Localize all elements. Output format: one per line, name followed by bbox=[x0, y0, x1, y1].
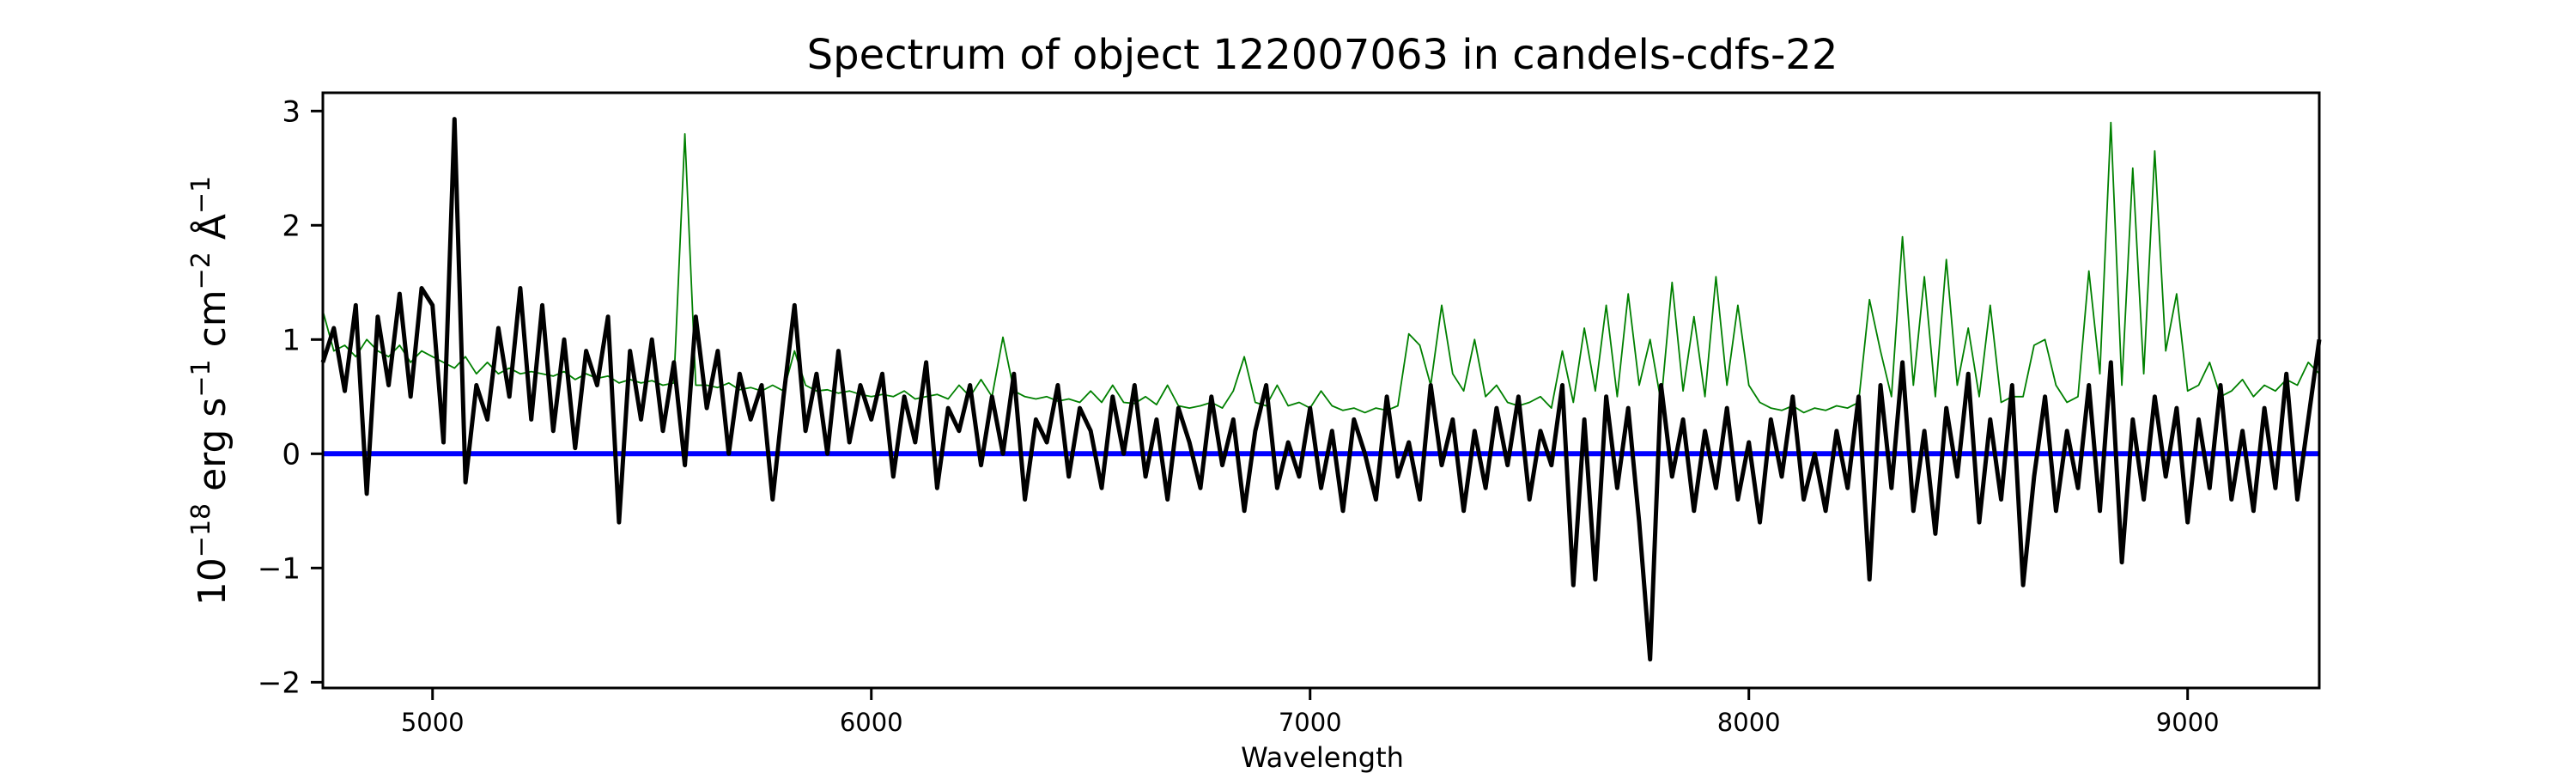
series-error-line bbox=[322, 121, 2320, 414]
ylabel-base: 10 bbox=[191, 557, 234, 606]
axes-frame bbox=[321, 91, 2321, 690]
ylabel-exp1: −18 bbox=[186, 503, 216, 557]
y-tick-label: 0 bbox=[282, 437, 301, 472]
axis-ticks: 5000 6000 7000 8000 9000 −2 −1 0 1 2 3 bbox=[258, 94, 2220, 737]
ylabel-unit3: Å bbox=[189, 214, 234, 252]
plot-area bbox=[320, 117, 2322, 662]
y-tick-label: 1 bbox=[282, 323, 301, 357]
y-tick-label: 3 bbox=[282, 94, 301, 129]
ylabel-unit2: cm bbox=[191, 289, 234, 359]
y-tick-label: 2 bbox=[282, 209, 301, 243]
y-axis-label: 10−18 erg s−1 cm−2 Å−1 bbox=[186, 176, 234, 606]
x-tick-label: 6000 bbox=[840, 708, 903, 737]
ylabel-exp3: −2 bbox=[186, 252, 216, 289]
x-tick-label: 5000 bbox=[401, 708, 465, 737]
ylabel-exp4: −1 bbox=[186, 176, 216, 214]
x-tick-label: 7000 bbox=[1279, 708, 1342, 737]
x-tick-label: 9000 bbox=[2156, 708, 2220, 737]
ylabel-unit1: erg s bbox=[191, 398, 234, 503]
y-tick-label: −2 bbox=[258, 666, 301, 700]
y-tick-label: −1 bbox=[258, 551, 301, 586]
x-tick-label: 8000 bbox=[1717, 708, 1781, 737]
x-axis-label: Wavelength bbox=[1241, 741, 1404, 773]
series-flux-line bbox=[320, 117, 2322, 662]
chart-title: Spectrum of object 122007063 in candels-… bbox=[807, 31, 1838, 79]
ylabel-exp2: −1 bbox=[186, 359, 216, 397]
